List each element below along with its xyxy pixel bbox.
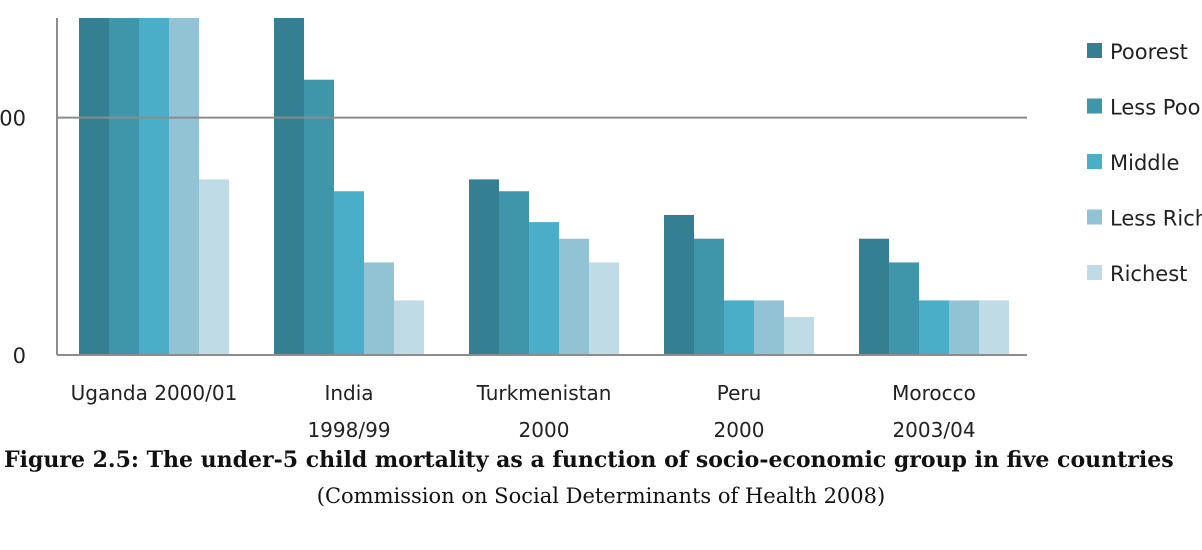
bar-3-4 (784, 317, 814, 355)
legend-swatch-2 (1087, 154, 1102, 169)
bars (79, 18, 1009, 355)
legend: Poorest Less Poor Middle Less Rich Richest (1087, 40, 1202, 286)
bar-1-3 (364, 262, 394, 355)
bar-0-2 (139, 18, 169, 355)
bar-2-0 (469, 179, 499, 355)
category-label-1-0: India (324, 381, 373, 405)
category-label-3-1: 2000 (714, 418, 765, 442)
category-label-3-0: Peru (717, 381, 762, 405)
category-label-4-0: Morocco (892, 381, 976, 405)
bar-2-3 (559, 238, 589, 355)
category-label-2-0: Turkmenistan (476, 381, 612, 405)
legend-swatch-3 (1087, 209, 1102, 225)
legend-label-0: Poorest (1110, 40, 1188, 64)
bar-4-0 (859, 238, 889, 355)
legend-swatch-1 (1087, 98, 1102, 114)
y-tick-label-100: 00 (0, 107, 26, 131)
y-ticks: 000 (0, 107, 26, 368)
bar-0-0 (79, 18, 109, 355)
category-label-2-1: 2000 (519, 418, 570, 442)
bar-0-3 (169, 18, 199, 355)
bar-1-0 (274, 18, 304, 355)
bar-1-1 (304, 79, 334, 355)
legend-label-2: Middle (1110, 151, 1179, 175)
bar-chart: 000 Uganda 2000/01 India1998/99Turkmenist… (0, 18, 1202, 442)
bar-4-2 (919, 300, 949, 355)
bar-3-0 (664, 214, 694, 355)
axes (56, 18, 1027, 356)
figure-source: (Commission on Social Determinants of He… (316, 484, 886, 508)
bar-4-4 (979, 300, 1009, 355)
bar-4-1 (889, 262, 919, 355)
legend-swatch-4 (1087, 265, 1102, 280)
legend-label-3: Less Rich (1110, 207, 1202, 231)
bar-3-1 (694, 238, 724, 355)
legend-swatch-0 (1087, 43, 1102, 58)
category-labels: Uganda 2000/01 India 1998/99 Turkmenistan 20… (71, 381, 976, 442)
figure-caption: Figure 2.5: The under-5 child mortality … (4, 447, 1174, 473)
bar-0-4 (199, 179, 229, 355)
legend-label-1: Less Poor (1110, 96, 1202, 120)
y-tick-label-0: 0 (13, 344, 26, 368)
bar-2-1 (499, 191, 529, 355)
bar-4-3 (949, 300, 979, 355)
bar-1-4 (394, 300, 424, 355)
bar-2-2 (529, 222, 559, 355)
category-label-1-1: 1998/99 (307, 418, 390, 442)
category-label-0-0: Uganda 2000/01 (71, 381, 238, 405)
bar-3-3 (754, 300, 784, 355)
bar-2-4 (589, 262, 619, 355)
bar-1-2 (334, 191, 364, 355)
bar-3-2 (724, 300, 754, 355)
legend-label-4: Richest (1110, 262, 1187, 286)
bar-0-1 (109, 18, 139, 355)
category-label-4-1: 2003/04 (892, 418, 975, 442)
